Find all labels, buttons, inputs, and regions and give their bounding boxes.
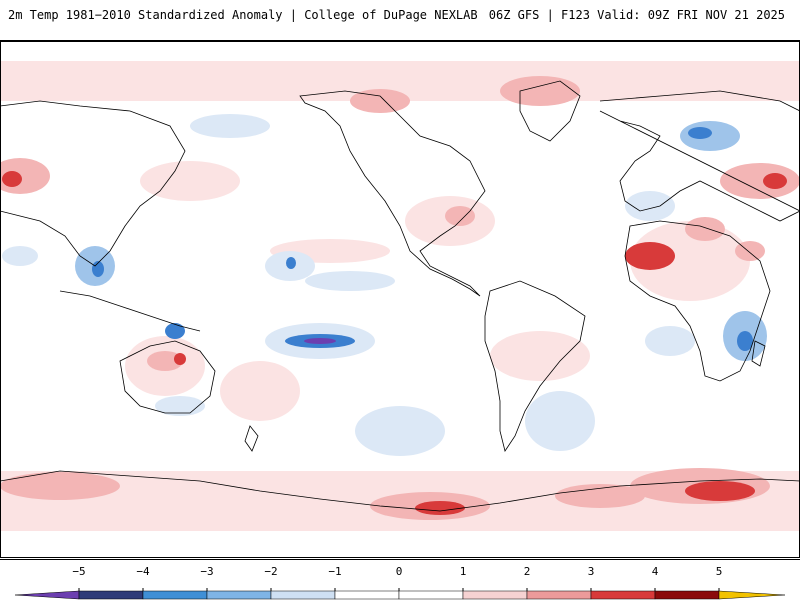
tick-label: −2 xyxy=(264,565,277,578)
colorbar-swatch xyxy=(526,590,592,600)
colorbar-ticks: −5 −4 −3 −2 −1 0 1 2 3 4 5 xyxy=(72,565,722,578)
africa-outline xyxy=(624,220,771,382)
tick-label: 5 xyxy=(716,565,723,578)
colorbar: −5 −4 −3 −2 −1 0 1 2 3 4 5 xyxy=(14,565,786,600)
tick-label: −1 xyxy=(328,565,341,578)
cool-anomalies xyxy=(2,114,767,456)
indonesia-outline xyxy=(59,290,201,332)
tick-label: 3 xyxy=(588,565,595,578)
tick-label: 2 xyxy=(524,565,531,578)
tick-label: 4 xyxy=(652,565,659,578)
south-america-outline xyxy=(484,280,586,452)
colorbar-swatch xyxy=(654,590,720,600)
map-canvas xyxy=(0,41,800,558)
anomaly-map xyxy=(0,41,800,558)
colorbar-swatch xyxy=(14,590,80,600)
colorbar-swatch xyxy=(462,590,528,600)
new-zealand-outline xyxy=(244,425,259,452)
colorbar-swatch xyxy=(718,590,786,600)
tick-label: −5 xyxy=(72,565,85,578)
map-title: 2m Temp 1981−2010 Standardized Anomaly |… xyxy=(8,8,478,22)
australia-outline xyxy=(119,340,216,414)
tick-label: 1 xyxy=(460,565,467,578)
colorbar-swatch xyxy=(590,590,656,600)
colorbar-legend: −5 −4 −3 −2 −1 0 1 2 3 4 5 xyxy=(0,559,800,601)
colorbar-swatch xyxy=(78,590,144,600)
colorbar-swatch xyxy=(398,590,464,600)
header-bar: 2m Temp 1981−2010 Standardized Anomaly |… xyxy=(0,0,800,41)
tick-label: 0 xyxy=(396,565,403,578)
colorbar-swatch xyxy=(334,590,400,600)
tick-label: −3 xyxy=(200,565,213,578)
greenland-outline xyxy=(519,80,581,142)
colorbar-swatches xyxy=(14,588,786,600)
eurasia-outline xyxy=(0,90,800,267)
madagascar-outline xyxy=(751,340,766,367)
north-america-outline xyxy=(299,90,486,297)
colorbar-swatch xyxy=(270,590,336,600)
run-info: 06Z GFS | F123 Valid: 09Z FRI NOV 21 202… xyxy=(488,8,785,22)
antarctica-outline xyxy=(0,470,800,512)
coastlines xyxy=(0,80,800,512)
colorbar-swatch xyxy=(142,590,208,600)
tick-label: −4 xyxy=(136,565,150,578)
warm-anomalies xyxy=(0,76,800,520)
colorbar-swatch xyxy=(206,590,272,600)
